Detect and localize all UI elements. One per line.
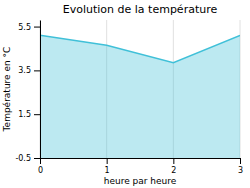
tick-mark bbox=[34, 70, 40, 71]
tick: 0 bbox=[38, 158, 43, 175]
axis-line bbox=[41, 158, 241, 159]
title: Evolution de la température bbox=[63, 3, 218, 16]
tick: 5.5 bbox=[18, 23, 40, 32]
y-axis: -0.5 1.5 3.5 5.5 bbox=[15, 21, 40, 164]
tick-label: 5.5 bbox=[18, 23, 31, 32]
axis-line bbox=[40, 21, 41, 159]
tick-label: -0.5 bbox=[15, 154, 31, 163]
tick-mark bbox=[240, 158, 241, 164]
tick: 1.5 bbox=[18, 110, 40, 119]
tick-mark bbox=[34, 158, 40, 159]
tick-label: 0 bbox=[38, 166, 43, 175]
tick-label: 3.5 bbox=[18, 66, 31, 75]
grid bbox=[40, 20, 240, 158]
tick-mark bbox=[173, 158, 174, 164]
x-axis: 0 1 2 3 bbox=[38, 158, 243, 175]
marks bbox=[40, 35, 240, 158]
area bbox=[40, 35, 240, 158]
grid-line bbox=[40, 20, 41, 158]
chart: 0 1 2 3 -0.5 1.5 3.5 5.5 Evolution de la tempéra… bbox=[0, 0, 250, 188]
tick: -0.5 bbox=[15, 154, 40, 163]
tick-label: 2 bbox=[171, 166, 176, 175]
tick-mark bbox=[34, 27, 40, 28]
tick-label: 1.5 bbox=[18, 110, 31, 119]
tick-mark bbox=[107, 158, 108, 164]
tick-label: 1 bbox=[105, 166, 110, 175]
tick-mark bbox=[34, 114, 40, 115]
tick-mark bbox=[40, 158, 41, 164]
tick: 2 bbox=[171, 158, 176, 175]
tick: 3 bbox=[238, 158, 243, 175]
tick: 3.5 bbox=[18, 66, 40, 75]
y-axis-title: Température en °C bbox=[2, 47, 12, 133]
tick: 1 bbox=[105, 158, 110, 175]
plot: 0 1 2 3 -0.5 1.5 3.5 5.5 bbox=[15, 20, 243, 175]
tick-label: 3 bbox=[238, 166, 243, 175]
x-axis-title: heure par heure bbox=[104, 176, 177, 186]
line bbox=[40, 35, 240, 62]
